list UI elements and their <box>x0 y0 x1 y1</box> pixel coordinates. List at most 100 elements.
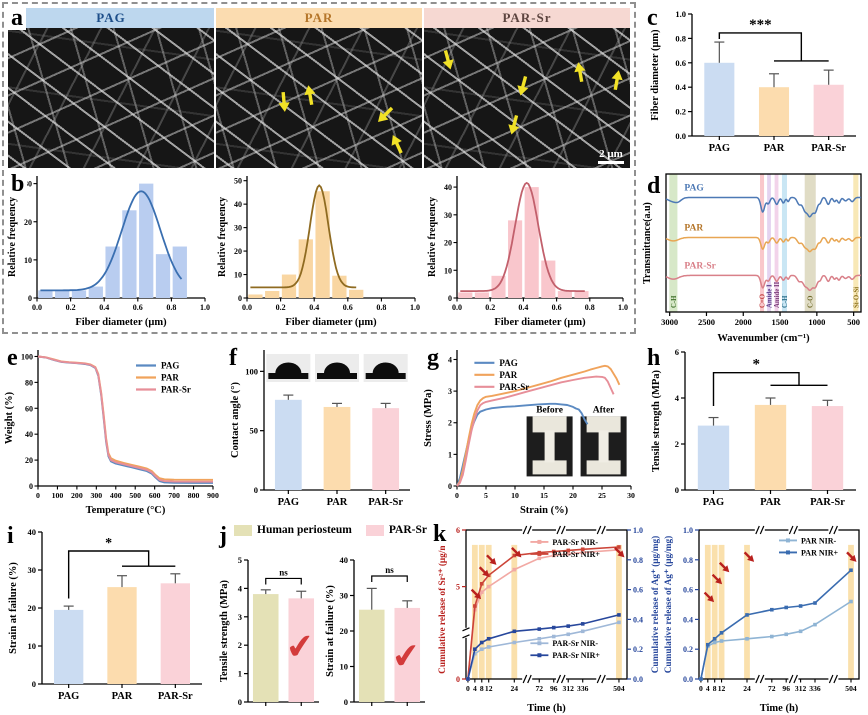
svg-text:0.0: 0.0 <box>683 675 693 684</box>
svg-text:4: 4 <box>675 393 680 403</box>
panel-a-column-pag: PAG <box>8 8 214 168</box>
legend-label-parsr: PAR-Sr <box>388 524 427 536</box>
svg-text:10: 10 <box>28 641 37 651</box>
svg-text:PAR-Sr NIR-: PAR-Sr NIR- <box>552 538 598 547</box>
svg-text:40: 40 <box>234 200 242 209</box>
svg-text:PAR-Sr: PAR-Sr <box>684 261 716 271</box>
svg-text:Relative frequency: Relative frequency <box>217 197 228 277</box>
svg-text:✔: ✔ <box>390 635 423 678</box>
chart-fiber-diameter-bar: 0.0 0.2 0.4 0.6 0.8 1.0 Fiber diameter (μm) PAG… <box>650 9 856 154</box>
svg-text:4: 4 <box>706 684 710 693</box>
yellow-arrow-icon <box>435 47 462 74</box>
svg-text:1.0: 1.0 <box>633 526 643 535</box>
svg-text:Relative frequency: Relative frequency <box>7 197 18 277</box>
svg-text:0: 0 <box>238 294 242 303</box>
svg-text:0.4: 0.4 <box>633 615 643 624</box>
svg-text:0.2: 0.2 <box>675 107 686 117</box>
svg-text:20: 20 <box>340 626 349 636</box>
yellow-arrow-icon <box>501 111 528 138</box>
svg-text:336: 336 <box>577 684 589 693</box>
svg-text:100: 100 <box>245 366 258 376</box>
svg-text:96: 96 <box>782 684 790 693</box>
svg-text:500: 500 <box>847 317 860 327</box>
svg-text:10: 10 <box>234 271 242 280</box>
legend-swatch-human-periosteum <box>234 524 252 536</box>
svg-text:504: 504 <box>845 684 857 693</box>
chart-ag-release: 0 4 8 12 24 72 96 312 336 504 Time (h) 0.0 0.2 0.4 0.6… <box>663 525 860 714</box>
yellow-arrow-icon <box>566 58 594 86</box>
svg-text:PAG: PAG <box>58 691 79 702</box>
svg-text:0: 0 <box>29 482 33 491</box>
svg-text:PAR: PAR <box>327 497 348 508</box>
svg-text:PAR: PAR <box>760 497 781 508</box>
svg-text:0: 0 <box>36 491 40 500</box>
svg-text:20: 20 <box>24 218 32 227</box>
svg-text:10: 10 <box>444 266 452 275</box>
svg-text:0.2: 0.2 <box>66 303 76 312</box>
chart-j-strain-at-failure: 0 10 20 30 40 Strain at failure (%) ns ✔ <box>325 555 425 707</box>
sem-image-parsr: 2 μm <box>424 28 630 168</box>
svg-text:PAR-Sr NIR+: PAR-Sr NIR+ <box>552 550 600 559</box>
svg-text:Amide II: Amide II <box>774 281 781 308</box>
panel-j-legend: Human periosteum PAR-Sr <box>234 524 427 536</box>
svg-text:0.6: 0.6 <box>133 303 143 312</box>
svg-text:15: 15 <box>540 491 548 500</box>
svg-text:C-H: C-H <box>671 295 678 308</box>
panel-letter-a: a <box>8 6 26 30</box>
panel-letter-e: e <box>4 346 21 370</box>
svg-text:0: 0 <box>448 294 452 303</box>
svg-text:40: 40 <box>444 183 452 192</box>
svg-text:PAR: PAR <box>161 373 179 383</box>
svg-text:20: 20 <box>234 247 242 256</box>
panel-a-column-par: PAR <box>216 8 422 168</box>
chart-tensile-strength: 0 2 4 6 Tensile strength (MPa) PAG PAR PAR-Sr * <box>651 347 856 508</box>
svg-text:PAR-Sr: PAR-Sr <box>499 382 529 392</box>
panel-ab-dashed-border: PAG PAR PAR-Sr 2 μm 0 10 20 30 0.0 0.2 0.4 0.6 0… <box>2 2 636 334</box>
svg-text:72: 72 <box>768 684 776 693</box>
svg-text:20: 20 <box>25 456 33 465</box>
svg-text:400: 400 <box>110 491 122 500</box>
svg-text:Cumulative release of Sr²⁺ (μg: Cumulative release of Sr²⁺ (μg/mg) <box>437 535 448 674</box>
svg-text:6: 6 <box>456 526 460 535</box>
svg-text:8: 8 <box>480 684 484 693</box>
sem-image-par <box>216 28 422 168</box>
svg-text:0.8: 0.8 <box>376 303 386 312</box>
chart-contact-angle: 0 50 100 Contact angle (°) PAG PAR PAR-Sr <box>230 350 410 508</box>
svg-text:24: 24 <box>743 684 751 693</box>
svg-text:ns: ns <box>279 567 288 577</box>
svg-text:500: 500 <box>129 491 141 500</box>
svg-text:20: 20 <box>569 491 577 500</box>
svg-text:8: 8 <box>713 684 717 693</box>
yellow-arrow-icon <box>384 132 410 158</box>
yellow-arrow-icon <box>270 88 298 116</box>
svg-text:Amide I: Amide I <box>767 284 774 308</box>
svg-text:30: 30 <box>234 224 242 233</box>
svg-text:Stress (MPa): Stress (MPa) <box>423 389 434 447</box>
svg-text:0.0: 0.0 <box>633 675 643 684</box>
svg-text:1.0: 1.0 <box>410 303 420 312</box>
svg-text:50: 50 <box>250 426 259 436</box>
svg-text:Fiber diameter (μm): Fiber diameter (μm) <box>494 317 586 328</box>
svg-text:0.0: 0.0 <box>32 303 42 312</box>
svg-text:336: 336 <box>809 684 821 693</box>
yellow-arrow-icon <box>509 72 536 99</box>
panel-letter-i: i <box>4 524 17 548</box>
svg-text:0.0: 0.0 <box>452 303 462 312</box>
panel-a-column-parsr: PAR-Sr 2 μm <box>424 8 630 168</box>
svg-text:Strain (%): Strain (%) <box>520 505 569 516</box>
svg-text:Strain at failure (%): Strain at failure (%) <box>8 562 19 654</box>
svg-text:3000: 3000 <box>661 317 678 327</box>
yellow-arrow-icon <box>297 81 325 109</box>
svg-text:Si-O-Si: Si-O-Si <box>853 287 860 308</box>
svg-text:1: 1 <box>448 450 452 459</box>
svg-text:PAR: PAR <box>684 223 703 233</box>
svg-text:10: 10 <box>24 256 32 265</box>
svg-text:0.8: 0.8 <box>683 556 693 565</box>
svg-text:96: 96 <box>550 684 558 693</box>
svg-text:Fiber diameter (μm): Fiber diameter (μm) <box>75 317 167 328</box>
panel-a-sem-row: PAG PAR PAR-Sr 2 μm <box>8 8 630 168</box>
svg-text:25: 25 <box>598 491 606 500</box>
chart-j-tensile-strength: 0 1 2 3 4 5 Tensile strength (MPa) ns ✔ <box>219 555 319 707</box>
svg-text:0: 0 <box>344 697 348 707</box>
scale-bar-line <box>598 161 624 164</box>
